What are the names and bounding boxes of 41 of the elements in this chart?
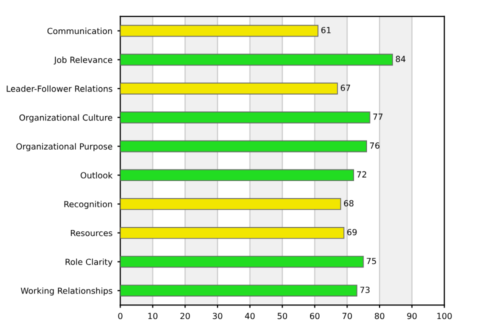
data-label: 69 xyxy=(347,228,357,236)
data-label: 76 xyxy=(370,142,380,149)
x-tick-label: 90 xyxy=(407,312,417,320)
bar xyxy=(120,112,370,124)
y-tick-label: Communication xyxy=(47,28,112,34)
x-tick-label: 20 xyxy=(180,312,190,320)
bar xyxy=(120,256,364,268)
x-tick-label: 40 xyxy=(245,312,255,320)
data-label: 84 xyxy=(396,56,406,62)
y-tick-label: Leader-Follower Relations xyxy=(6,85,112,92)
y-tick-label: Job Relevance xyxy=(54,56,112,65)
x-tick-label: 100 xyxy=(437,312,452,320)
bar xyxy=(120,140,367,152)
data-label: 73 xyxy=(360,286,370,294)
x-tick-label: 50 xyxy=(278,312,288,320)
y-tick-label: Recognition xyxy=(64,200,112,209)
bar xyxy=(120,226,344,239)
x-tick-label: 10 xyxy=(148,312,158,320)
y-tick-label: Resources xyxy=(70,230,112,236)
data-label: 72 xyxy=(357,171,366,178)
y-tick-label: Outlook xyxy=(80,172,113,178)
x-tick-label: 70 xyxy=(342,312,352,320)
y-tick-label: Organizational Culture xyxy=(19,114,112,122)
x-tick-label: 60 xyxy=(310,312,320,320)
data-label: 77 xyxy=(373,114,382,120)
bar xyxy=(120,169,354,182)
bar xyxy=(120,24,318,37)
x-tick-label: 0 xyxy=(118,312,122,320)
data-label: 75 xyxy=(366,258,376,264)
y-tick-label: Organizational Purpose xyxy=(16,143,112,152)
data-label: 67 xyxy=(340,84,350,91)
x-tick-label: 30 xyxy=(212,312,222,320)
bar xyxy=(120,198,342,210)
bar xyxy=(120,82,338,94)
bar xyxy=(120,54,393,66)
bar xyxy=(120,284,358,297)
data-label: 68 xyxy=(344,200,354,206)
data-label: 61 xyxy=(321,26,331,34)
y-tick-label: Working Relationships xyxy=(20,287,112,296)
y-tick-label: Role Clarity xyxy=(66,258,112,267)
x-tick-label: 80 xyxy=(374,312,384,320)
